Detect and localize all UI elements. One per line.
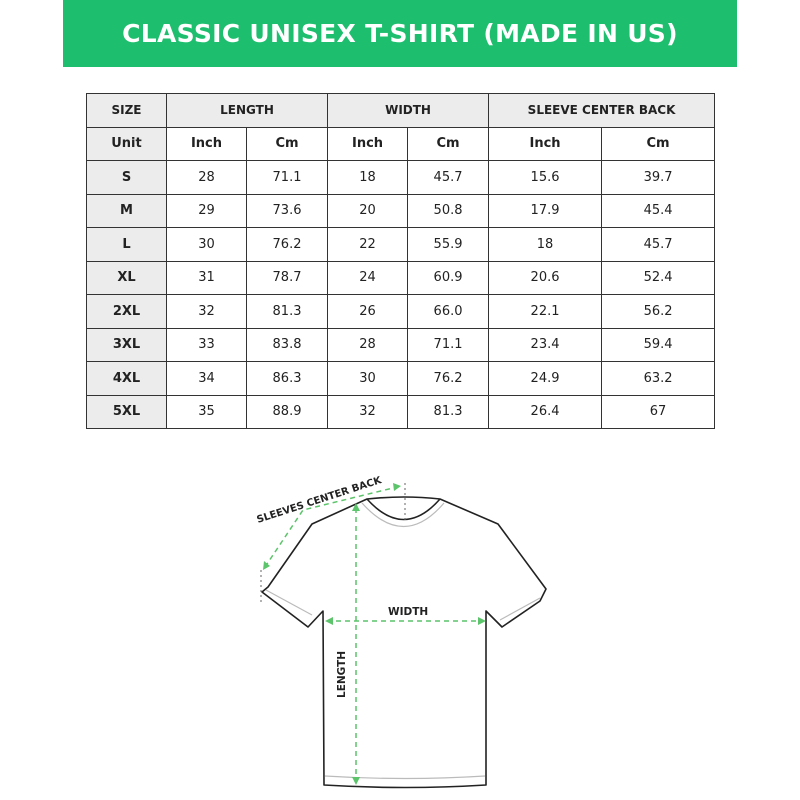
value-cell: 83.8 [245,327,329,362]
table-row: M 29 73.6 20 50.8 17.9 45.4 [86,193,716,228]
value-cell: 81.3 [407,394,490,429]
header-length: LENGTH [165,93,329,128]
value-cell: 26.4 [488,394,603,429]
value-cell: 81.3 [245,294,329,329]
table-row: L 30 76.2 22 55.9 18 45.7 [86,227,716,262]
measure-arrows [263,483,486,785]
size-cell: L [86,227,167,262]
size-cell: S [86,160,167,195]
title-banner: CLASSIC UNISEX T-SHIRT (MADE IN US) [63,0,737,67]
unit-cell: Cm [407,126,490,161]
size-chart-table: SIZE LENGTH WIDTH SLEEVE CENTER BACK Uni… [86,93,716,429]
header-width: WIDTH [327,93,490,128]
table-row: 4XL 34 86.3 30 76.2 24.9 63.2 [86,361,716,396]
table-row: 3XL 33 83.8 28 71.1 23.4 59.4 [86,327,716,362]
unit-cell: Inch [327,126,409,161]
value-cell: 52.4 [601,260,716,295]
value-cell: 22.1 [488,294,603,329]
size-cell: M [86,193,167,228]
value-cell: 24 [327,260,409,295]
tshirt-outline [261,496,547,789]
unit-cell: Cm [245,126,329,161]
width-label: WIDTH [388,606,428,618]
unit-cell: Inch [488,126,603,161]
value-cell: 26 [327,294,409,329]
unit-cell: Inch [166,126,247,161]
value-cell: 39.7 [601,160,716,195]
value-cell: 73.6 [245,193,329,228]
value-cell: 18 [488,227,603,262]
header-size: SIZE [86,93,167,128]
value-cell: 45.4 [601,193,716,228]
header-sleeve-center-back: SLEEVE CENTER BACK [488,93,716,128]
value-cell: 60.9 [407,260,490,295]
value-cell: 71.1 [245,160,329,195]
measure-lines [264,486,483,780]
size-cell: 4XL [86,361,167,396]
unit-row: Unit Inch Cm Inch Cm Inch Cm [86,126,716,161]
value-cell: 86.3 [245,361,329,396]
table-row: 5XL 35 88.9 32 81.3 26.4 67 [86,394,716,429]
group-header-row: SIZE LENGTH WIDTH SLEEVE CENTER BACK [86,93,716,128]
value-cell: 28 [327,327,409,362]
length-label: LENGTH [336,651,348,698]
value-cell: 32 [166,294,247,329]
size-cell: XL [86,260,167,295]
value-cell: 67 [601,394,716,429]
unit-label: Unit [86,126,167,161]
value-cell: 31 [166,260,247,295]
page-title: CLASSIC UNISEX T-SHIRT (MADE IN US) [122,19,678,48]
table-row: 2XL 32 81.3 26 66.0 22.1 56.2 [86,294,716,329]
value-cell: 63.2 [601,361,716,396]
value-cell: 78.7 [245,260,329,295]
value-cell: 24.9 [488,361,603,396]
value-cell: 32 [327,394,409,429]
value-cell: 88.9 [245,394,329,429]
size-cell: 2XL [86,294,167,329]
value-cell: 18 [327,160,409,195]
value-cell: 35 [166,394,247,429]
value-cell: 55.9 [407,227,490,262]
